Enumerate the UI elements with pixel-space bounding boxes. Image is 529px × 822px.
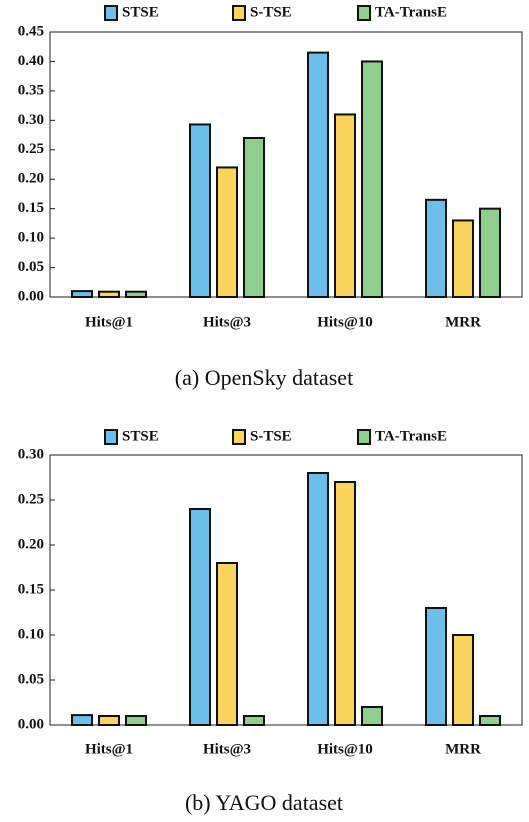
- plot-frame: [49, 31, 523, 298]
- y-tick-label: 0.35: [18, 82, 44, 98]
- x-tick-label: MRR: [445, 314, 481, 330]
- legend-label: S-TSE: [250, 428, 292, 444]
- legend-swatch: [357, 5, 371, 21]
- legend-swatch: [104, 5, 118, 21]
- bar: [452, 634, 474, 726]
- y-tick-label: 0.10: [18, 230, 44, 246]
- bar: [334, 113, 356, 298]
- x-tick-label: Hits@10: [317, 314, 373, 330]
- bar: [125, 715, 147, 726]
- bar: [98, 715, 120, 726]
- bar: [216, 166, 238, 298]
- legend-swatch: [232, 429, 246, 445]
- y-tick-label: 0.05: [18, 259, 44, 275]
- y-tick-label: 0.30: [18, 446, 44, 462]
- plot-frame: [49, 454, 523, 726]
- y-tick-label: 0.10: [18, 626, 44, 642]
- bar: [98, 290, 120, 299]
- bar: [243, 137, 265, 298]
- y-tick-label: 0.00: [18, 716, 44, 732]
- bar: [334, 481, 356, 726]
- legend-label: STSE: [122, 4, 159, 20]
- bar: [189, 508, 211, 726]
- caption: (b) YAGO dataset: [185, 790, 343, 815]
- legend-label: STSE: [122, 428, 159, 444]
- y-tick-label: 0.15: [18, 200, 44, 216]
- legend-swatch: [232, 5, 246, 21]
- y-tick-label: 0.25: [18, 141, 44, 157]
- y-tick-label: 0.20: [18, 536, 44, 552]
- y-tick-label: 0.45: [18, 23, 44, 39]
- bar: [479, 207, 501, 299]
- y-tick-label: 0.20: [18, 171, 44, 187]
- x-tick-label: Hits@3: [203, 741, 251, 757]
- y-tick-label: 0.00: [18, 288, 44, 304]
- bar: [71, 714, 93, 726]
- bar: [479, 715, 501, 726]
- y-tick-label: 0.15: [18, 581, 44, 597]
- x-tick-label: Hits@3: [203, 314, 251, 330]
- caption: (a) OpenSky dataset: [175, 365, 353, 390]
- x-tick-label: Hits@1: [85, 741, 133, 757]
- y-tick-label: 0.30: [18, 112, 44, 128]
- legend-label: TA-TransE: [375, 428, 447, 444]
- bar: [243, 715, 265, 726]
- legend-label: TA-TransE: [375, 4, 447, 20]
- bar: [307, 51, 329, 298]
- bar: [361, 706, 383, 726]
- bar: [189, 123, 211, 299]
- x-tick-label: MRR: [445, 741, 481, 757]
- legend-swatch: [104, 429, 118, 445]
- bar: [307, 472, 329, 726]
- bar: [361, 60, 383, 298]
- bar: [125, 290, 147, 299]
- bar: [425, 198, 447, 298]
- y-tick-label: 0.05: [18, 671, 44, 687]
- bar: [216, 562, 238, 726]
- x-tick-label: Hits@10: [317, 741, 373, 757]
- legend-swatch: [357, 429, 371, 445]
- bar: [452, 219, 474, 298]
- y-tick-label: 0.25: [18, 491, 44, 507]
- y-tick-label: 0.40: [18, 53, 44, 69]
- bar: [71, 290, 93, 299]
- legend-label: S-TSE: [250, 4, 292, 20]
- x-tick-label: Hits@1: [85, 314, 133, 330]
- bar: [425, 607, 447, 726]
